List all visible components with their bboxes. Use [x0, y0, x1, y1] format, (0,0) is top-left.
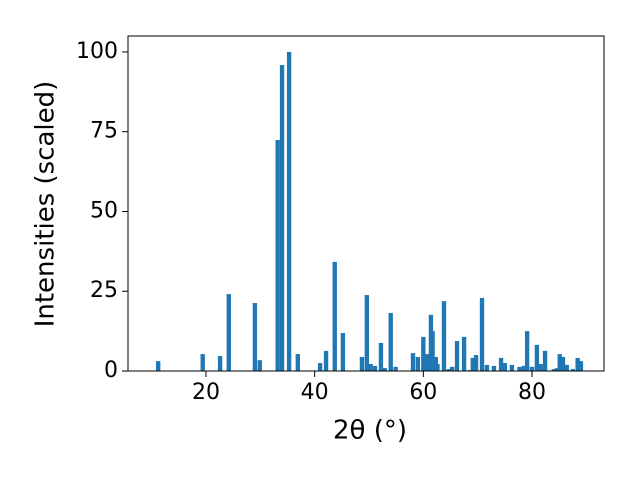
bar: [575, 357, 580, 371]
bar: [378, 342, 384, 371]
bar: [382, 368, 387, 371]
bar: [295, 354, 300, 371]
bar: [364, 295, 369, 371]
bar: [415, 356, 421, 371]
x-tick-label: 80: [518, 380, 546, 405]
bar: [449, 366, 455, 371]
bar: [491, 365, 497, 371]
bar: [557, 354, 562, 371]
bar: [529, 366, 535, 371]
bar: [435, 363, 440, 371]
y-axis-label: Intensities (scaled): [31, 81, 61, 328]
bar: [359, 356, 365, 371]
x-tick-label: 20: [192, 380, 220, 405]
bar: [317, 363, 323, 371]
bar: [200, 354, 205, 371]
bar: [542, 350, 548, 371]
bar: [517, 366, 522, 371]
bar: [551, 369, 556, 371]
bar: [257, 360, 262, 371]
bar: [560, 356, 566, 371]
x-axis-label: 2θ (°): [333, 416, 407, 446]
bar: [275, 140, 280, 371]
bar: [372, 365, 378, 371]
bar: [368, 363, 373, 371]
bar: [323, 350, 329, 371]
bar: [252, 303, 258, 371]
bar: [441, 301, 447, 371]
bar: [570, 369, 575, 371]
x-tick-label: 60: [409, 380, 437, 405]
bar: [217, 356, 223, 371]
bar: [279, 65, 285, 372]
bar: [286, 51, 292, 371]
y-tick-label: 75: [90, 119, 118, 144]
bar: [430, 331, 435, 371]
bar: [393, 366, 398, 371]
bar: [388, 312, 393, 371]
bar: [498, 357, 504, 371]
bar: [521, 365, 527, 371]
bar: [446, 369, 452, 371]
bar: [454, 341, 460, 371]
bar: [332, 261, 337, 371]
bar: [461, 336, 467, 371]
bar: [479, 297, 485, 371]
bar: [155, 361, 161, 371]
y-tick-label: 0: [104, 358, 118, 383]
x-tick-label: 40: [301, 380, 329, 405]
bar: [538, 363, 543, 371]
bar: [554, 368, 560, 371]
y-tick-label: 100: [76, 39, 118, 64]
bar: [340, 333, 346, 371]
bar: [578, 361, 584, 371]
bar: [410, 353, 416, 371]
bar: [564, 364, 569, 371]
bar: [509, 364, 515, 371]
bar: [534, 344, 540, 371]
y-tick-label: 50: [90, 198, 118, 223]
bar: [502, 363, 508, 371]
bar: [470, 357, 475, 371]
bar: [226, 294, 231, 371]
plot-frame: [127, 35, 605, 372]
bar: [421, 336, 426, 371]
bar: [524, 331, 530, 371]
bar: [484, 364, 490, 371]
bar: [425, 354, 430, 371]
y-tick-label: 25: [90, 278, 118, 303]
bar: [473, 355, 479, 371]
